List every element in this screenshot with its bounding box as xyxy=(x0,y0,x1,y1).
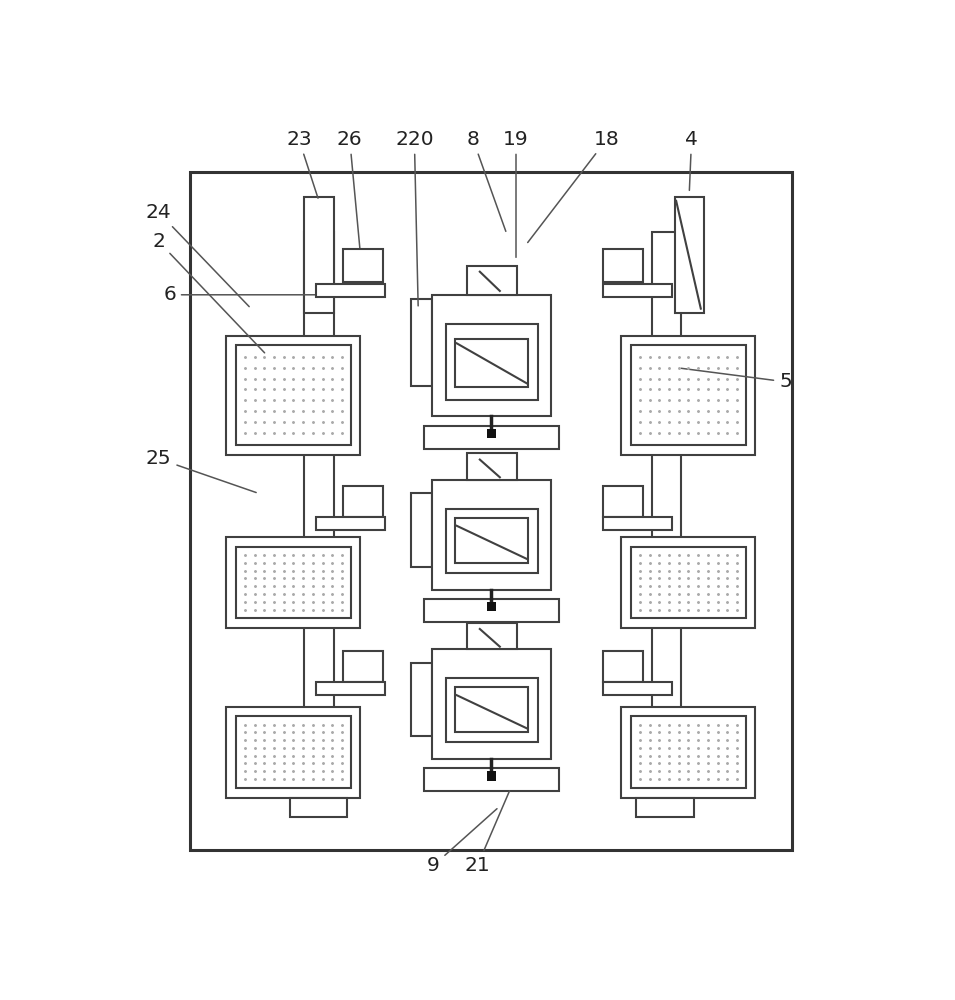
Bar xyxy=(236,716,351,788)
Bar xyxy=(432,480,551,590)
Bar xyxy=(456,687,528,732)
Text: 18: 18 xyxy=(528,130,620,243)
Bar xyxy=(603,682,672,695)
Text: 25: 25 xyxy=(146,449,256,493)
Bar xyxy=(225,336,360,455)
Bar xyxy=(630,547,746,618)
Bar xyxy=(424,768,559,791)
Bar xyxy=(487,429,496,438)
Bar xyxy=(674,197,704,312)
Text: 21: 21 xyxy=(465,791,510,875)
Bar xyxy=(316,517,385,530)
Bar xyxy=(432,295,551,416)
Bar xyxy=(411,493,432,567)
Text: 8: 8 xyxy=(466,130,506,231)
Bar xyxy=(487,602,496,611)
Bar xyxy=(343,651,383,682)
Bar xyxy=(411,663,432,736)
Bar xyxy=(432,649,551,759)
Text: 24: 24 xyxy=(146,203,249,307)
Bar xyxy=(621,537,755,628)
Bar xyxy=(446,509,538,573)
Bar xyxy=(424,426,559,449)
Text: 2: 2 xyxy=(152,232,265,353)
Bar xyxy=(316,682,385,695)
Text: 23: 23 xyxy=(286,130,318,198)
Bar xyxy=(467,623,517,649)
Text: 4: 4 xyxy=(685,130,698,190)
Bar xyxy=(236,547,351,618)
Bar xyxy=(225,537,360,628)
Bar xyxy=(603,284,672,297)
Bar xyxy=(456,518,528,563)
Bar xyxy=(651,232,681,813)
Text: 19: 19 xyxy=(503,130,529,257)
Bar xyxy=(456,339,528,387)
Bar xyxy=(225,707,360,798)
Bar xyxy=(467,266,517,295)
Bar xyxy=(189,172,792,850)
Bar xyxy=(467,453,517,480)
Bar xyxy=(603,486,643,517)
Text: 6: 6 xyxy=(163,285,334,304)
Bar xyxy=(305,232,333,813)
Bar xyxy=(446,324,538,400)
Bar xyxy=(305,197,333,312)
Bar xyxy=(603,651,643,682)
Text: 26: 26 xyxy=(337,130,363,252)
Bar xyxy=(630,345,746,445)
Bar xyxy=(621,336,755,455)
Bar xyxy=(446,678,538,742)
Bar xyxy=(603,249,643,282)
Bar xyxy=(630,716,746,788)
Bar xyxy=(487,771,496,781)
Bar xyxy=(411,299,432,386)
Bar xyxy=(316,284,385,297)
Bar xyxy=(236,345,351,445)
Bar xyxy=(424,599,559,622)
Bar xyxy=(621,707,755,798)
Text: 5: 5 xyxy=(681,368,792,391)
Bar xyxy=(343,249,383,282)
Text: 9: 9 xyxy=(427,809,497,875)
Bar xyxy=(289,798,348,817)
Bar xyxy=(343,486,383,517)
Bar xyxy=(603,517,672,530)
Bar xyxy=(636,798,694,817)
Text: 220: 220 xyxy=(395,130,434,306)
